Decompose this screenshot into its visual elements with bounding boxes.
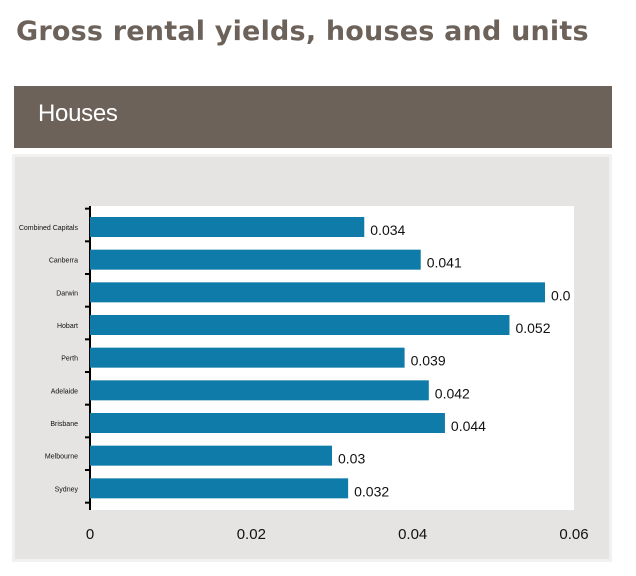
value-label: 0.032 [354, 483, 389, 499]
category-label: Combined Capitals [19, 225, 79, 232]
value-label: 0.039 [411, 353, 446, 369]
value-label: 0.041 [427, 255, 462, 271]
category-label: Canberra [49, 258, 78, 265]
category-label: Adelaide [51, 388, 78, 395]
category-label: Perth [61, 356, 78, 363]
bar [90, 478, 349, 499]
value-label: 0.0 [551, 287, 571, 303]
category-label: Brisbane [50, 421, 78, 428]
value-label: 0.042 [435, 385, 470, 401]
bar [90, 380, 429, 401]
value-label: 0.03 [338, 451, 365, 467]
bar [90, 445, 332, 466]
bar [90, 217, 365, 237]
category-label: Melbourne [45, 454, 78, 461]
bar [90, 282, 545, 303]
x-tick-label: 0.04 [398, 526, 427, 543]
bar [90, 315, 510, 335]
x-tick-label: 0.02 [237, 526, 266, 543]
category-label: Hobart [57, 323, 78, 330]
page-title: Gross rental yields, houses and units [16, 16, 589, 47]
value-label: 0.052 [515, 320, 550, 336]
x-tick-label: 0.06 [559, 526, 588, 543]
bar [90, 249, 421, 270]
bar [90, 413, 445, 433]
value-label: 0.044 [451, 418, 486, 434]
section-title: Houses [38, 100, 118, 127]
x-tick-label: 0 [86, 526, 94, 543]
value-label: 0.034 [370, 222, 405, 238]
category-label: Darwin [56, 290, 78, 297]
bar [90, 347, 405, 368]
section-header: Houses [14, 86, 612, 148]
category-label: Sydney [55, 486, 79, 493]
